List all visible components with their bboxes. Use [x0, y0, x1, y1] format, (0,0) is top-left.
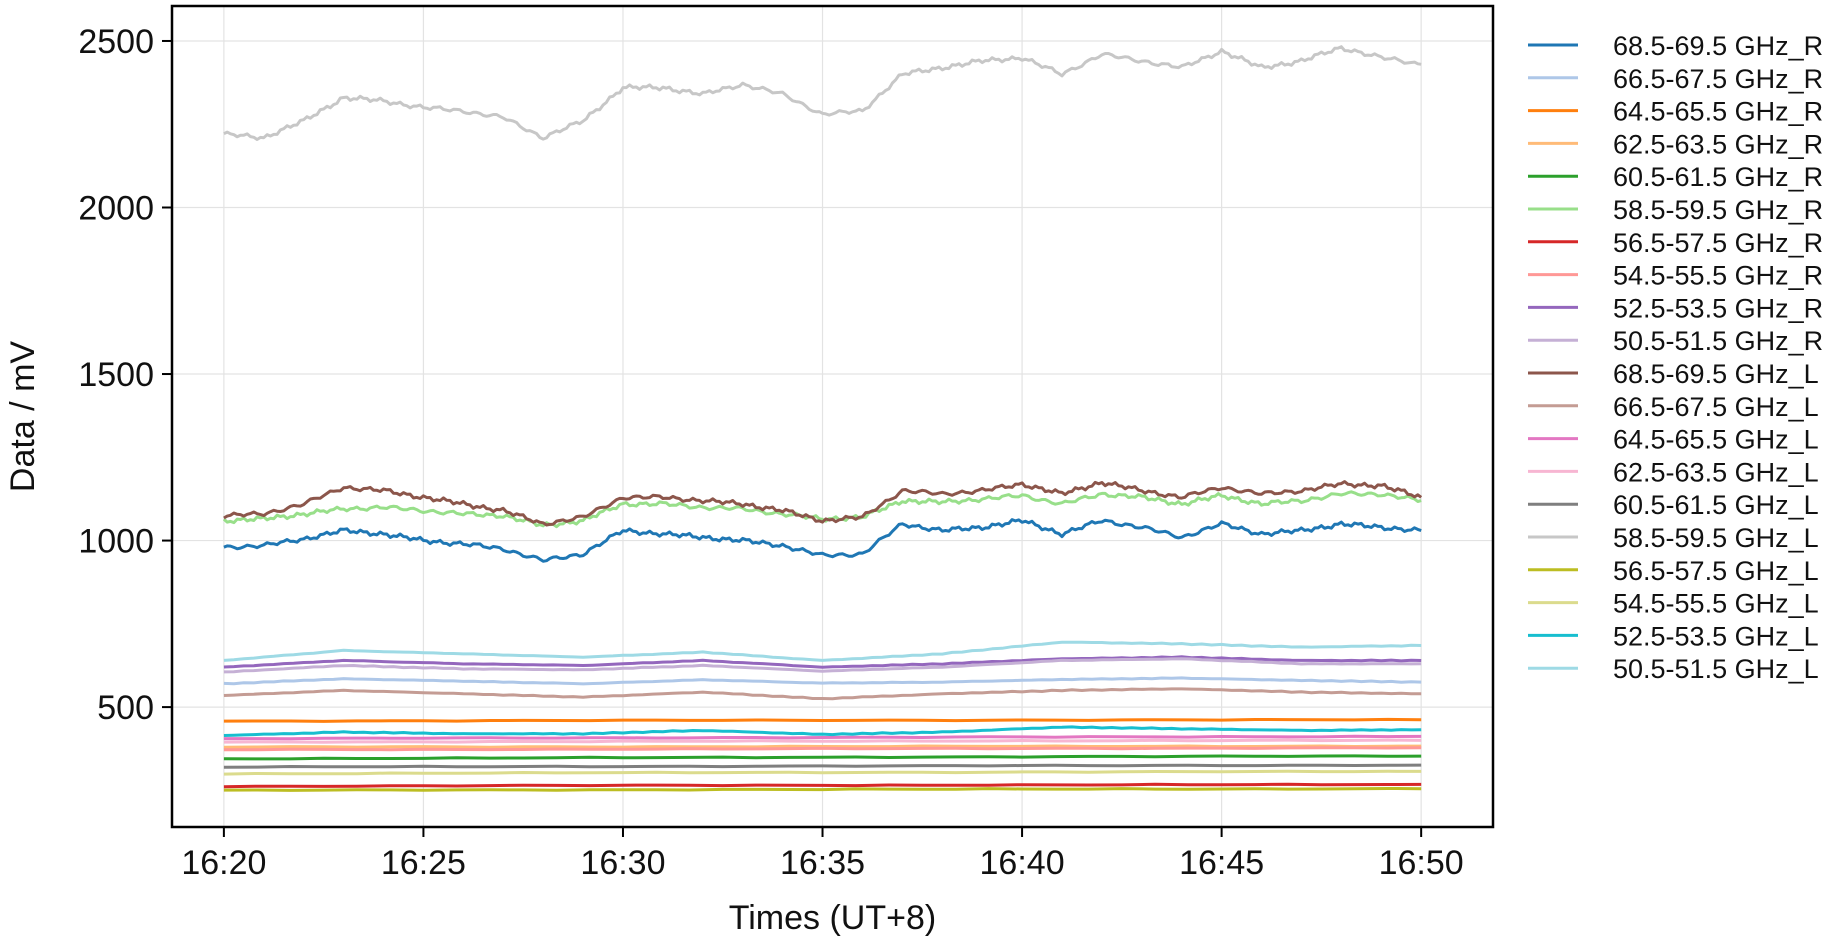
- series-line: [223, 480, 1423, 527]
- series-line: [223, 640, 1422, 662]
- legend-entry-label: 50.5-51.5 GHz_R: [1613, 326, 1823, 356]
- legend-entry-label: 56.5-57.5 GHz_L: [1613, 556, 1819, 586]
- legend-entry-label: 62.5-63.5 GHz_R: [1613, 129, 1823, 159]
- series-line: [223, 717, 1422, 723]
- legend-entry-label: 58.5-59.5 GHz_L: [1613, 523, 1819, 553]
- y-axis-label: Data / mV: [4, 341, 42, 492]
- y-tick-label: 2000: [78, 190, 154, 228]
- legend-entry-label: 60.5-61.5 GHz_R: [1613, 162, 1823, 192]
- x-tick-label: 16:20: [181, 844, 266, 882]
- legend-entry-label: 68.5-69.5 GHz_R: [1613, 31, 1823, 61]
- series-line: [223, 45, 1422, 141]
- y-tick-label: 500: [97, 689, 154, 727]
- series-line: [223, 655, 1422, 669]
- x-axis-ticks: 16:20 16:25 16:30 16:35 16:40 16:45 16:50: [181, 827, 1464, 882]
- legend-entry-label: 68.5-69.5 GHz_L: [1613, 359, 1819, 389]
- legend-entry-label: 62.5-63.5 GHz_L: [1613, 457, 1819, 487]
- series-line: [223, 738, 1422, 744]
- y-tick-label: 1500: [78, 356, 154, 394]
- series-line: [223, 746, 1422, 752]
- legend-entry-label: 50.5-51.5 GHz_L: [1613, 654, 1819, 684]
- legend-entry-label: 64.5-65.5 GHz_R: [1613, 97, 1823, 127]
- legend-entry-label: 64.5-65.5 GHz_L: [1613, 425, 1819, 455]
- x-tick-label: 16:50: [1379, 844, 1464, 882]
- series-line: [223, 725, 1422, 737]
- series-line: [223, 518, 1422, 563]
- series-line: [223, 782, 1422, 789]
- x-tick-label: 16:35: [780, 844, 865, 882]
- x-axis-label: Times (UT+8): [729, 899, 936, 937]
- x-tick-label: 16:30: [580, 844, 665, 882]
- series-line: [223, 734, 1422, 741]
- legend-entry-label: 60.5-61.5 GHz_L: [1613, 490, 1819, 520]
- series-line: [223, 763, 1422, 769]
- series-line: [223, 754, 1422, 761]
- y-tick-label: 2500: [78, 23, 154, 61]
- legend-entry-label: 66.5-67.5 GHz_R: [1613, 64, 1823, 94]
- y-tick-label: 1000: [78, 523, 154, 561]
- series-line: [223, 676, 1422, 686]
- y-axis-ticks: 500 1000 1500 2000 2500: [78, 23, 172, 727]
- series-line: [222, 490, 1422, 529]
- legend-entry-label: 52.5-53.5 GHz_R: [1613, 293, 1823, 323]
- plot-frame: [170, 4, 1495, 829]
- x-tick-label: 16:25: [381, 844, 466, 882]
- grid: [172, 6, 1493, 827]
- legend-entry-label: 56.5-57.5 GHz_R: [1613, 228, 1823, 258]
- x-tick-label: 16:40: [980, 844, 1065, 882]
- legend-entry-label: 54.5-55.5 GHz_R: [1613, 261, 1823, 291]
- series-line: [223, 687, 1422, 701]
- legend-entry-label: 66.5-67.5 GHz_L: [1613, 392, 1819, 422]
- legend-entry-label: 52.5-53.5 GHz_L: [1613, 621, 1819, 651]
- series-lines: [222, 45, 1423, 792]
- legend-entry-label: 54.5-55.5 GHz_L: [1613, 589, 1819, 619]
- legend: 68.5-69.5 GHz_R66.5-67.5 GHz_R64.5-65.5 …: [1528, 31, 1823, 684]
- series-line: [223, 657, 1422, 674]
- x-tick-label: 16:45: [1179, 844, 1264, 882]
- legend-entry-label: 58.5-59.5 GHz_R: [1613, 195, 1823, 225]
- series-line: [223, 787, 1422, 792]
- series-line: [223, 769, 1422, 776]
